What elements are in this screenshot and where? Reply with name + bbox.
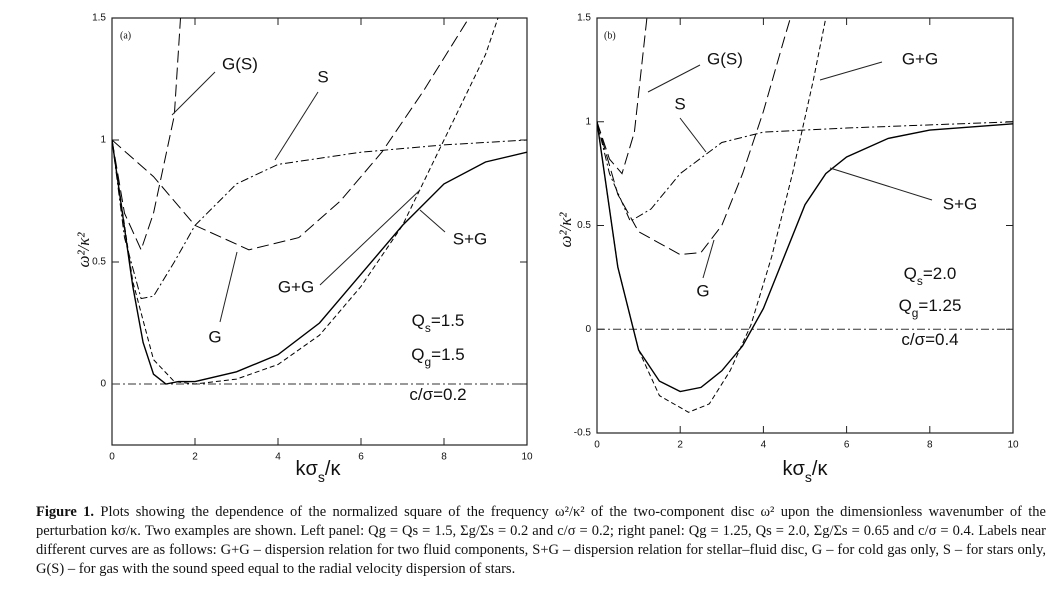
x-axis-label-sub: s xyxy=(805,469,812,485)
x-axis-label-sub: s xyxy=(318,469,325,485)
x-tick-label: 8 xyxy=(441,452,447,463)
curve xyxy=(112,18,470,251)
annotation-main: Q xyxy=(411,345,424,364)
x-tick-label: 0 xyxy=(594,440,600,451)
caption: Figure 1. Plots showing the dependence o… xyxy=(36,503,1046,579)
figure: 0 2 4 6 8 1000.511.5(a)ω²/κ²kσs/κS+GG+GGSG(S)… xyxy=(74,13,1019,485)
curve xyxy=(112,18,499,385)
annotation-main: Q xyxy=(904,264,917,283)
label-leader xyxy=(219,251,238,323)
caption-text: Plots showing the dependence of the norm… xyxy=(36,504,1046,577)
x-tick-label: 10 xyxy=(521,452,533,463)
annotation-sub: s xyxy=(425,321,431,335)
annotation: Qg=1.5 xyxy=(411,345,464,369)
annotation: Qs=2.0 xyxy=(904,264,957,288)
annotation-main: c/σ=0.2 xyxy=(409,385,466,404)
label-leader xyxy=(319,189,421,286)
caption-label: Figure 1. xyxy=(36,504,95,520)
annotation-main: Q xyxy=(412,311,425,330)
x-tick-label: 10 xyxy=(1007,440,1019,451)
x-axis-label-main: kσ xyxy=(783,458,806,480)
x-axis-label: kσs/κ xyxy=(783,458,829,484)
y-tick-label: 1 xyxy=(100,135,106,146)
annotation-sub: g xyxy=(912,306,919,320)
curve-label: S xyxy=(317,67,328,86)
annotation: Qg=1.25 xyxy=(899,296,962,320)
y-tick-label: 0 xyxy=(585,324,591,335)
y-tick-label: 0.5 xyxy=(92,257,106,268)
annotation-sub: g xyxy=(425,355,432,369)
y-tick-label: 1.5 xyxy=(577,13,591,24)
x-tick-label: 0 xyxy=(109,452,115,463)
curve xyxy=(597,18,827,413)
axes-frame xyxy=(596,17,1014,434)
annotation-main: c/σ=0.4 xyxy=(901,330,958,349)
annotation-rest: =1.25 xyxy=(918,296,961,315)
x-tick-label: 6 xyxy=(844,440,850,451)
label-leader xyxy=(171,71,216,116)
x-axis-label-rest: /κ xyxy=(325,458,342,480)
label-leader xyxy=(419,209,446,233)
label-leader xyxy=(647,64,701,93)
label-leader xyxy=(829,167,933,201)
y-axis-label: ω²/κ² xyxy=(556,212,575,248)
annotation: c/σ=0.4 xyxy=(901,330,958,349)
curve-label: S xyxy=(674,94,685,113)
y-tick-label: 1.5 xyxy=(92,13,106,24)
x-tick-label: 4 xyxy=(275,452,281,463)
curve-label: G xyxy=(696,281,709,300)
curve xyxy=(112,139,527,300)
panel: 0 2 4 6 8 10-0.500.511.5(b)ω²/κ²kσs/κS+GG+GGS… xyxy=(556,13,1019,485)
curve xyxy=(597,18,648,175)
x-tick-label: 8 xyxy=(927,440,933,451)
x-tick-label: 4 xyxy=(761,440,767,451)
label-leader xyxy=(702,239,715,279)
curve xyxy=(597,121,1013,223)
curve xyxy=(112,139,527,385)
y-tick-label: 0.5 xyxy=(577,220,591,231)
x-axis-label-main: kσ xyxy=(296,458,319,480)
annotation-sub: s xyxy=(917,274,923,288)
annotation-rest: =1.5 xyxy=(431,311,465,330)
label-leader xyxy=(679,117,707,153)
curve-label: S+G xyxy=(943,194,978,213)
curve-label: G(S) xyxy=(222,54,258,73)
y-tick-label: 1 xyxy=(585,116,591,127)
panel: 0 2 4 6 8 1000.511.5(a)ω²/κ²kσs/κS+GG+GGSG(S)… xyxy=(74,13,533,485)
curve-label: G+G xyxy=(902,49,938,68)
annotation-rest: =2.0 xyxy=(923,264,957,283)
x-tick-label: 6 xyxy=(358,452,364,463)
panel-label: (b) xyxy=(604,30,616,41)
curve-label: G(S) xyxy=(707,49,743,68)
curve-label: G xyxy=(208,327,221,346)
x-tick-label: 2 xyxy=(677,440,683,451)
curve xyxy=(597,121,1013,393)
curve xyxy=(597,18,791,256)
annotation: c/σ=0.2 xyxy=(409,385,466,404)
x-axis-label-rest: /κ xyxy=(812,458,829,480)
x-tick-label: 2 xyxy=(192,452,198,463)
curve xyxy=(112,18,181,252)
axes-frame xyxy=(111,17,528,446)
curve-label: G+G xyxy=(278,277,314,296)
x-axis-label: kσs/κ xyxy=(296,458,342,484)
panel-label: (a) xyxy=(120,30,131,41)
y-tick-label: -0.5 xyxy=(574,428,592,439)
curve-label: S+G xyxy=(453,229,488,248)
label-leader xyxy=(819,61,883,81)
annotation-main: Q xyxy=(899,296,912,315)
y-tick-label: 0 xyxy=(100,379,106,390)
label-leader xyxy=(274,91,319,161)
annotation-rest: =1.5 xyxy=(431,345,465,364)
y-axis-label: ω²/κ² xyxy=(74,232,93,268)
annotation: Qs=1.5 xyxy=(412,311,465,335)
